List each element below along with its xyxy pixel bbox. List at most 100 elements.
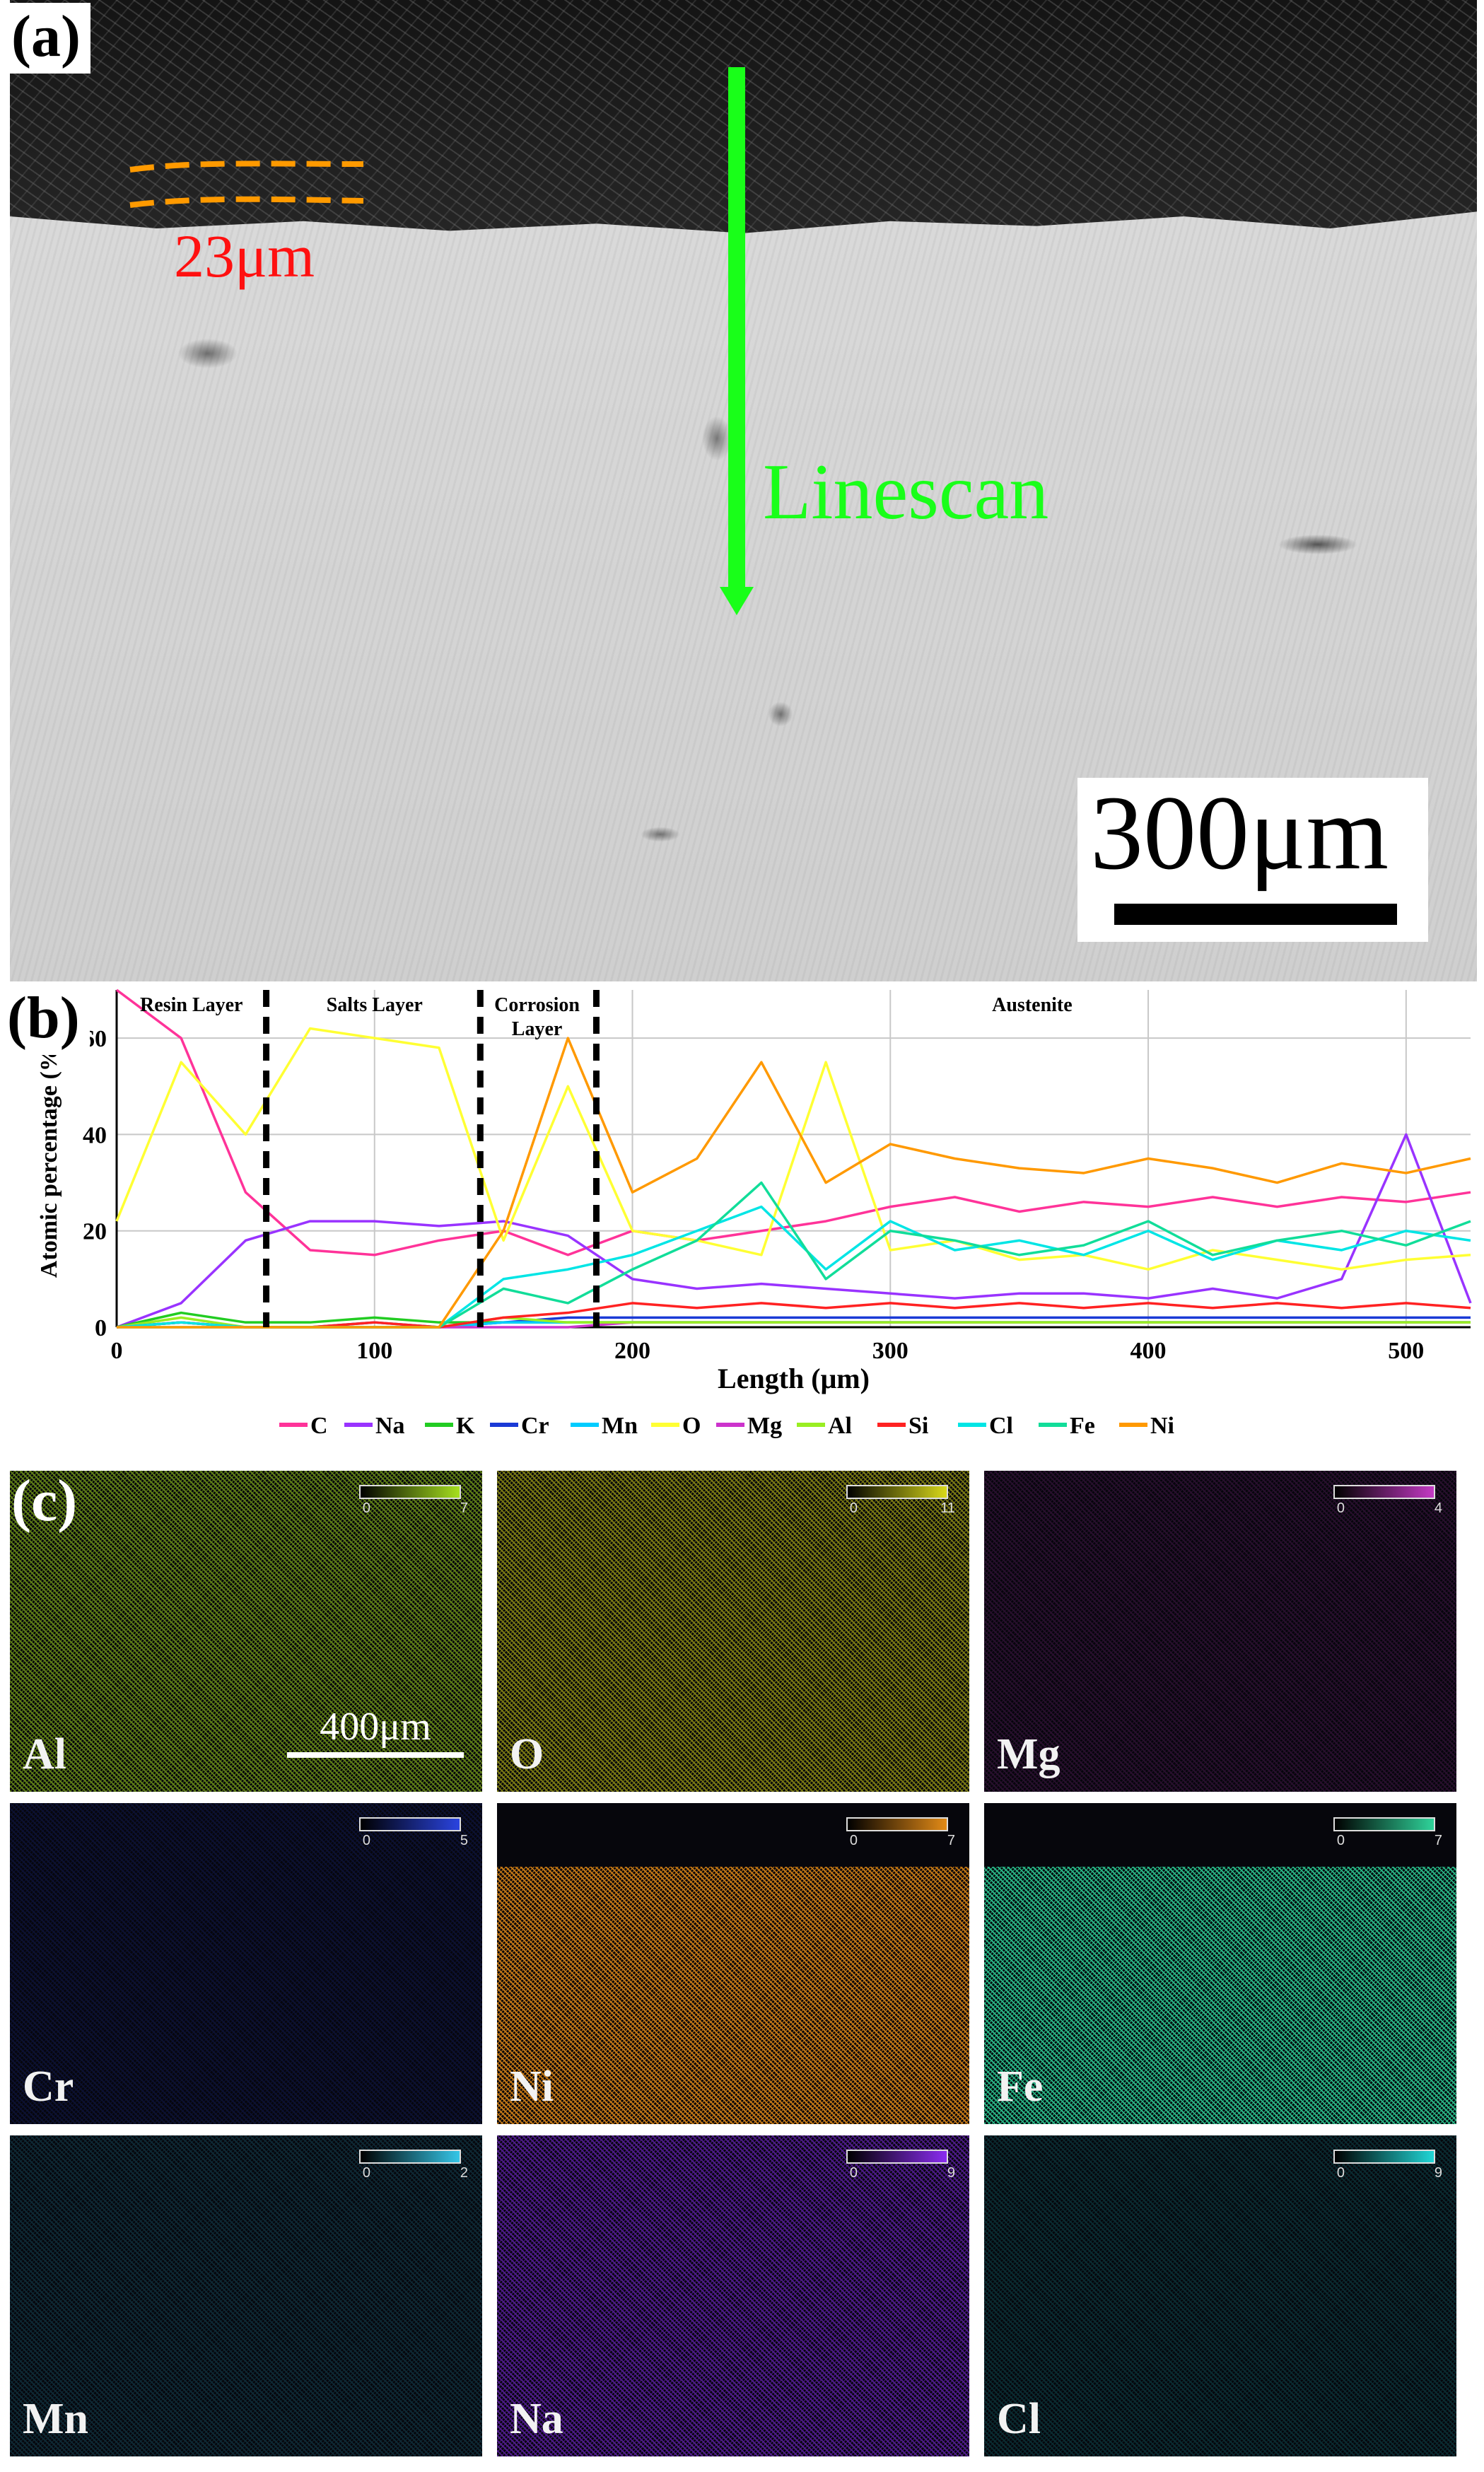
sem-annotations xyxy=(129,67,754,615)
panel-c-label: (c) xyxy=(11,1468,78,1534)
sem-micrograph: 23μm Linescan 300μm xyxy=(10,0,1477,981)
legend-label-mg: Mg xyxy=(747,1413,782,1439)
color-scale-min: 0 xyxy=(1336,1500,1345,1516)
scale-bar-c-line xyxy=(287,1752,464,1758)
x-axis-label: Length (μm) xyxy=(718,1363,870,1394)
x-tick-label: 0 xyxy=(111,1338,123,1364)
series-line-si xyxy=(116,1302,1471,1329)
element-signal xyxy=(10,2135,482,2456)
color-scale-max: 4 xyxy=(1434,1500,1442,1516)
element-symbol: Na xyxy=(510,2395,563,2443)
color-scale-bar xyxy=(359,1485,461,1499)
color-scale-bar xyxy=(1333,1485,1435,1499)
linescan-chart-panel: 0 20 40 60 0 100 200 300 400 500 Length (μm) Atomic… xyxy=(0,983,1484,1464)
legend-label-al: Al xyxy=(828,1413,852,1439)
x-tick-label: 400 xyxy=(1130,1338,1167,1364)
legend-label-fe: Fe xyxy=(1070,1413,1095,1439)
legend-label-na: Na xyxy=(375,1413,405,1439)
color-scale-min: 0 xyxy=(849,2165,858,2181)
region-label: Layer xyxy=(512,1018,563,1040)
legend-label-mn: Mn xyxy=(602,1413,638,1439)
x-tick-label: 500 xyxy=(1388,1338,1424,1364)
element-signal xyxy=(984,1471,1456,1792)
element-symbol: O xyxy=(510,1730,544,1778)
panel-a-label: (a) xyxy=(4,3,90,74)
color-scale-bar xyxy=(846,1817,948,1831)
y-axis-label: Atomic percentage (%) xyxy=(36,1039,62,1278)
color-scale-max: 7 xyxy=(460,1500,468,1516)
legend-label-si: Si xyxy=(908,1413,928,1439)
color-scale-min: 0 xyxy=(362,1833,370,1848)
y-tick-label: 40 xyxy=(83,1122,107,1148)
legend-label-cl: Cl xyxy=(989,1413,1013,1439)
element-signal xyxy=(10,1803,482,2124)
y-tick-label: 20 xyxy=(83,1219,107,1245)
element-map-mg: 0 4 Mg xyxy=(984,1471,1456,1792)
element-map-cl: 0 9 Cl xyxy=(984,2135,1456,2456)
series-line-na xyxy=(116,1133,1472,1329)
color-scale-bar xyxy=(359,2150,461,2164)
element-map-o: 0 11 O xyxy=(497,1471,969,1792)
element-signal xyxy=(497,2135,969,2456)
element-symbol: Mn xyxy=(23,2395,88,2443)
element-map-al: 0 7 Al 400μm xyxy=(10,1471,482,1792)
legend-label-cr: Cr xyxy=(521,1413,549,1439)
color-scale-min: 0 xyxy=(362,2165,370,2181)
linescan-arrow-shaft xyxy=(728,67,745,590)
series-line-c xyxy=(115,989,1471,1257)
series-line-k xyxy=(116,1311,1471,1329)
region-label: Resin Layer xyxy=(140,994,243,1016)
x-tick-label: 300 xyxy=(872,1338,908,1364)
color-scale-bar xyxy=(1333,1817,1435,1831)
element-map-cr: 0 5 Cr xyxy=(10,1803,482,2124)
color-scale-max: 2 xyxy=(460,2165,468,2181)
color-scale-min: 0 xyxy=(849,1833,858,1848)
panel-b-label: (b) xyxy=(0,984,90,1055)
region-label: Corrosion xyxy=(494,994,580,1016)
element-signal xyxy=(10,1471,482,1792)
color-scale-bar xyxy=(359,1817,461,1831)
color-scale-max: 11 xyxy=(940,1500,955,1516)
element-symbol: Ni xyxy=(510,2063,554,2111)
color-scale-min: 0 xyxy=(362,1500,370,1516)
thickness-dash-lower xyxy=(129,196,364,208)
scale-bar-c: 400μm xyxy=(287,1704,464,1758)
color-scale-max: 9 xyxy=(1434,2165,1442,2181)
thickness-dash-upper xyxy=(129,161,364,173)
color-scale-max: 5 xyxy=(460,1833,468,1848)
legend-label-ni: Ni xyxy=(1150,1413,1174,1439)
element-symbol: Fe xyxy=(997,2063,1044,2111)
element-signal xyxy=(984,1867,1456,2124)
color-scale-max: 7 xyxy=(1434,1833,1442,1848)
element-map-mn: 0 2 Mn xyxy=(10,2135,482,2456)
element-symbol: Cr xyxy=(23,2063,74,2111)
region-label: Salts Layer xyxy=(327,994,423,1016)
color-scale-bar xyxy=(846,2150,948,2164)
thickness-label: 23μm xyxy=(174,222,315,290)
color-scale-max: 9 xyxy=(947,2165,955,2181)
legend-label-o: O xyxy=(682,1413,701,1439)
x-tick-label: 100 xyxy=(356,1338,392,1364)
scale-bar-a: 300μm xyxy=(1077,774,1428,942)
linescan-arrow-head xyxy=(720,587,754,615)
element-symbol: Mg xyxy=(997,1730,1061,1778)
color-scale-min: 0 xyxy=(1336,1833,1345,1848)
x-tick-label: 200 xyxy=(614,1338,650,1364)
element-map-ni: 0 7 Ni xyxy=(497,1803,969,2124)
element-map-fe: 0 7 Fe xyxy=(984,1803,1456,2124)
color-scale-min: 0 xyxy=(849,1500,858,1516)
element-signal xyxy=(497,1471,969,1792)
element-signal xyxy=(984,2135,1456,2456)
scale-bar-a-text: 300μm xyxy=(1090,774,1389,892)
element-maps-panel: 0 7 Al 400μm 0 11 O 0 4 Mg 0 5 Cr 0 7 Ni 0 7 Fe 0 2 Mn 0 9 Na 0 9 C… xyxy=(0,1464,1484,2472)
color-scale-min: 0 xyxy=(1336,2165,1345,2181)
color-scale-bar xyxy=(1333,2150,1435,2164)
linescan-label: Linescan xyxy=(763,448,1049,536)
region-label: Austenite xyxy=(992,994,1073,1016)
color-scale-bar xyxy=(846,1485,948,1499)
element-symbol: Cl xyxy=(997,2395,1041,2443)
series-line-ni xyxy=(117,1037,1471,1329)
legend-label-k: K xyxy=(456,1413,475,1439)
scale-bar-a-line xyxy=(1114,904,1397,925)
